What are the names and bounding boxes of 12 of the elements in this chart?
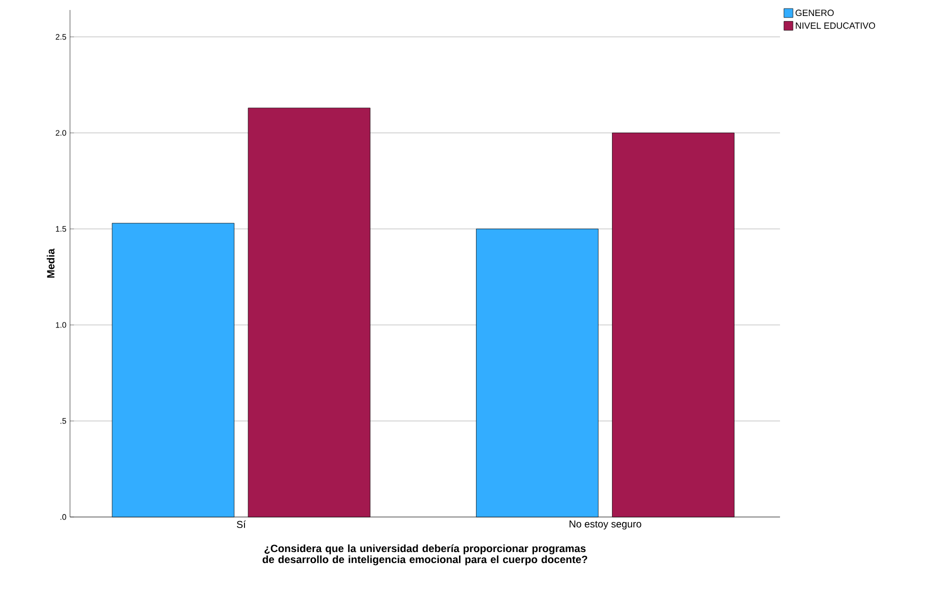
x-tick-label: No estoy seguro (570, 520, 642, 530)
x-axis-title: ¿Considera que la universidad debería proporcionar programas de desarrollo de inteligencia emocional para el cuerpo docente? (262, 544, 588, 566)
legend-label: NIVEL EDUCATIVO (796, 22, 876, 29)
x-tick-label: Sí (236, 520, 246, 528)
y-tick-label: .5 (60, 418, 66, 424)
y-tick-label: 1.0 (56, 322, 66, 328)
y-tick-label: 2.0 (56, 130, 66, 136)
y-tick-label: 2.5 (56, 34, 66, 40)
y-tick-label: 1.5 (56, 226, 66, 232)
y-axis-title: Media (46, 248, 54, 278)
legend-label: GENERO (796, 10, 834, 16)
y-tick-label: .0 (60, 514, 66, 520)
